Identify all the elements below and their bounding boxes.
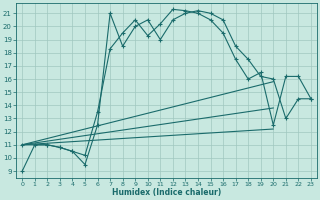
X-axis label: Humidex (Indice chaleur): Humidex (Indice chaleur) — [112, 188, 221, 197]
